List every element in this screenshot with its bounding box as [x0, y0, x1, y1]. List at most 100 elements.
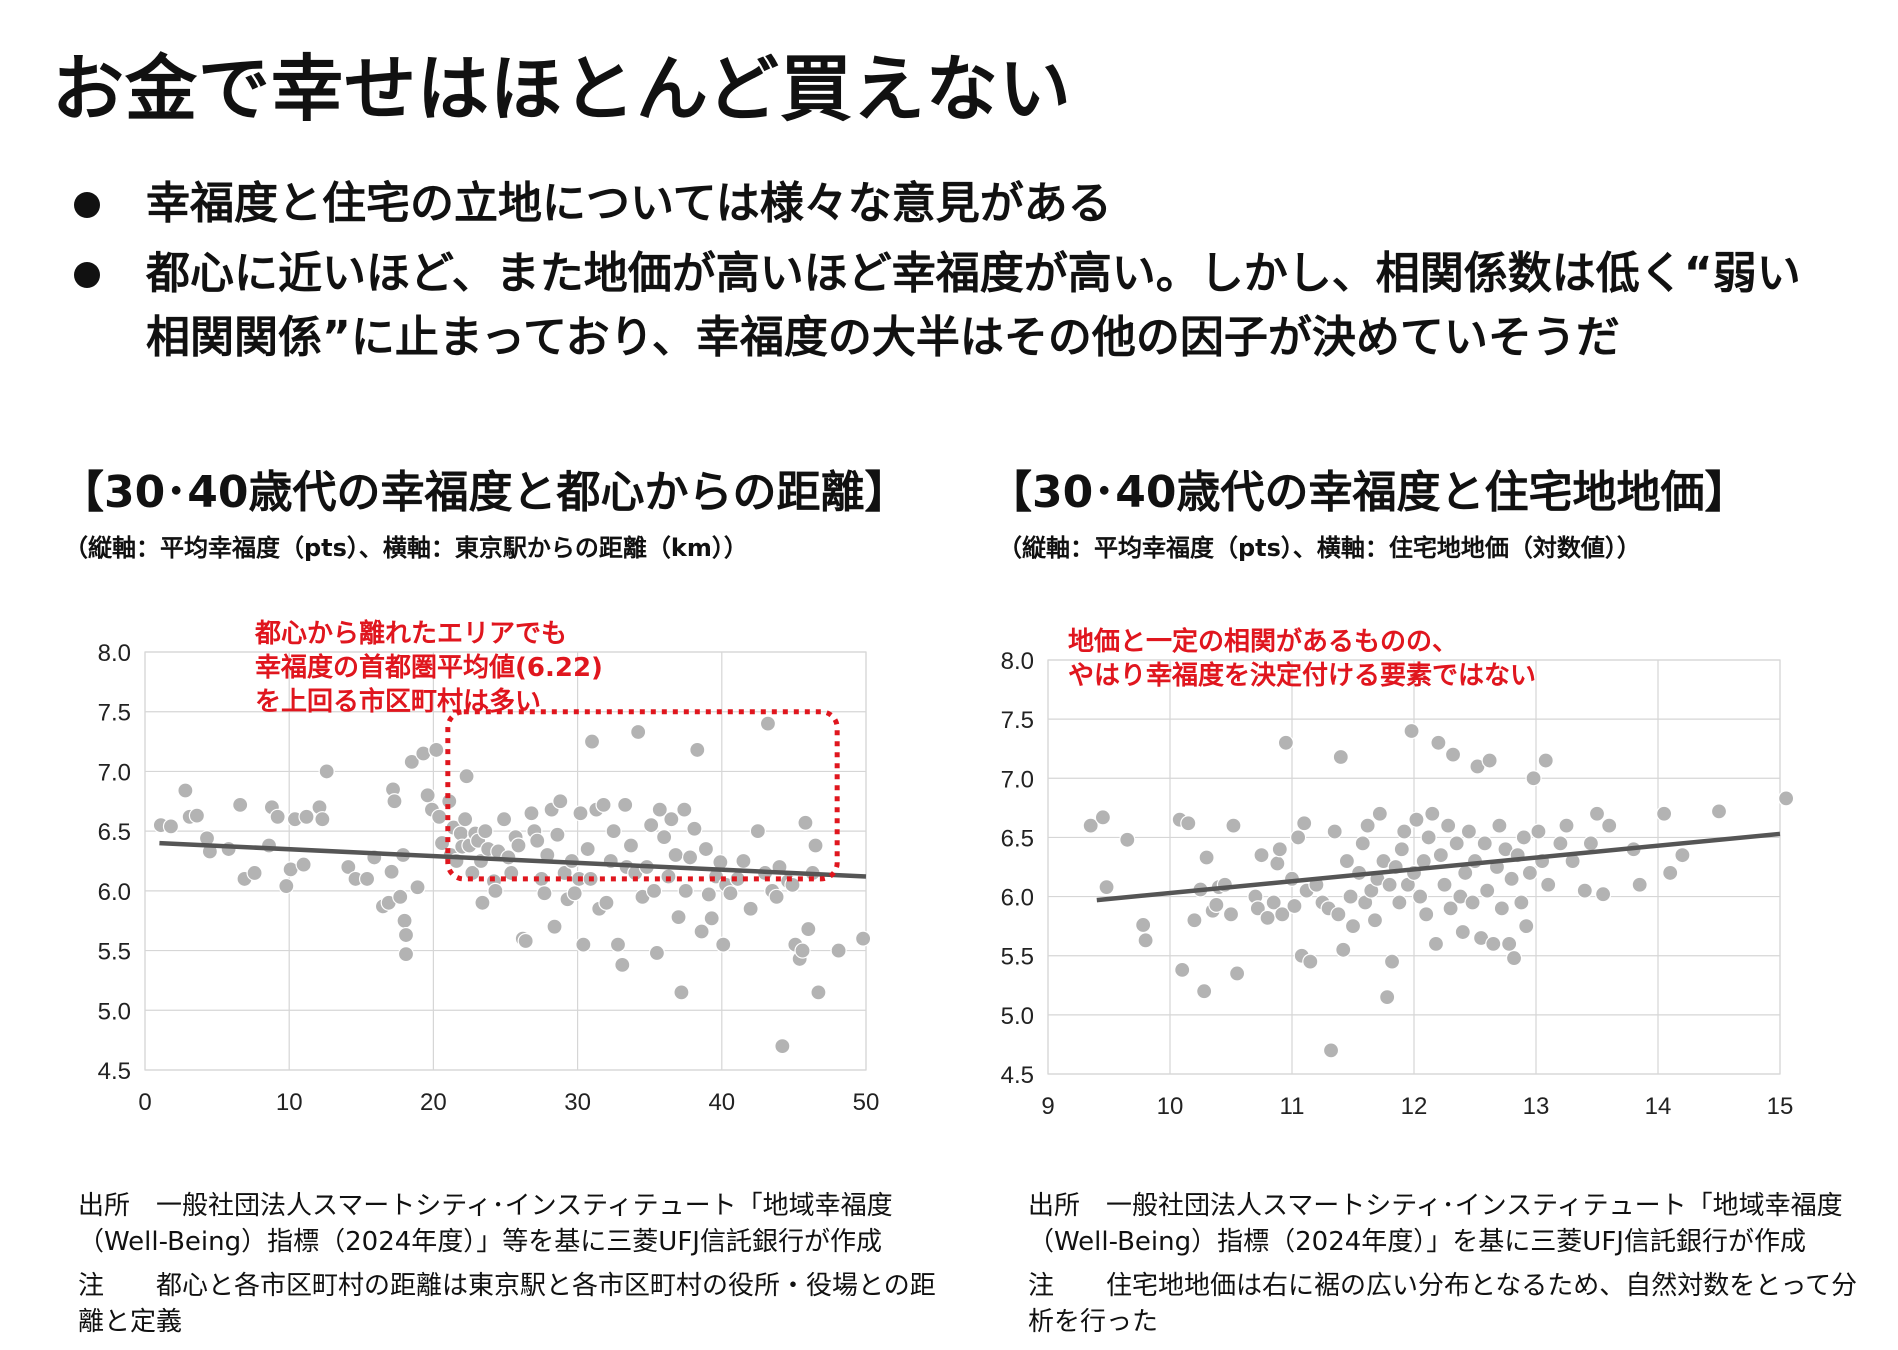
data-point: [358, 870, 376, 888]
data-point: [1464, 894, 1481, 911]
data-point: [807, 837, 824, 854]
data-point: [1135, 916, 1152, 934]
scatter-chart-distance: 4.5 5.0 5.5 6.0 6.5 7.0 7.5 8.0 0 10 20 30 40 50 都心から離…: [98, 618, 880, 1116]
bullet-item: 都心に近いほど、また地価が高いほど幸福度が高い。しかし、相関係数は低く“弱い相関…: [74, 242, 1834, 370]
data-point: [630, 723, 647, 741]
y-tick-label: 5.5: [1001, 944, 1034, 971]
data-point: [648, 944, 666, 962]
data-point: [656, 829, 673, 846]
data-point: [1302, 953, 1319, 970]
source-text: 一般社団法人スマートシティ･インスティテュート「地域幸福度（Well-Being…: [78, 1191, 893, 1257]
data-point: [614, 956, 631, 974]
x-tick-label: 13: [1523, 1093, 1550, 1120]
data-point: [495, 811, 513, 828]
data-point: [529, 832, 546, 849]
source-text: 一般社団法人スマートシティ･インスティテュート「地域幸福度（Well-Being…: [1028, 1191, 1843, 1257]
data-point: [1436, 876, 1453, 893]
data-point: [386, 793, 403, 810]
data-point: [1253, 847, 1270, 864]
data-point: [1444, 746, 1462, 763]
note-text: 都心と各市区町村の距離は東京駅と各市区町村の役所・役場との距離と定義: [78, 1271, 936, 1337]
data-point: [1137, 932, 1154, 949]
data-point: [1412, 888, 1429, 905]
data-point: [1391, 894, 1408, 911]
x-tick-label: 30: [564, 1089, 591, 1116]
data-point: [1098, 879, 1115, 896]
data-point: [1269, 855, 1286, 872]
data-point: [546, 918, 563, 935]
data-point: [1594, 886, 1612, 903]
data-point: [797, 814, 814, 831]
data-point: [622, 837, 640, 854]
data-point: [1259, 909, 1276, 926]
data-point: [1174, 961, 1191, 979]
data-point: [617, 796, 634, 813]
chart-title-distance: 【30･40歳代の幸福度と都心からの距離】: [60, 467, 909, 518]
data-point: [1662, 864, 1679, 882]
data-point: [246, 864, 263, 882]
data-point: [1393, 841, 1410, 858]
data-point: [1485, 935, 1502, 952]
data-point: [1479, 882, 1496, 899]
y-tick-label: 6.0: [1001, 885, 1034, 912]
data-point: [458, 768, 475, 785]
data-point: [220, 840, 237, 858]
data-point: [1296, 815, 1313, 832]
page-title: お金で幸せはほとんど買えない: [52, 47, 1072, 131]
data-point: [1432, 847, 1449, 864]
chart-annotation-line: 地価と一定の相関があるものの、: [1068, 626, 1458, 657]
x-tick-label: 12: [1401, 1093, 1428, 1120]
data-point: [232, 796, 249, 813]
data-point: [663, 811, 680, 828]
bullet-dot: [74, 262, 100, 288]
data-point: [722, 885, 739, 902]
y-tick-label: 6.5: [98, 819, 131, 846]
data-point: [686, 820, 703, 837]
data-point: [566, 885, 583, 902]
data-point: [1344, 918, 1362, 935]
data-point: [397, 926, 415, 944]
data-point: [487, 882, 504, 899]
data-point: [689, 741, 706, 759]
y-tick-label: 5.0: [98, 998, 131, 1025]
bullet-text: 都心に近いほど、また地価が高いほど幸福度が高い。しかし、相関係数は低く“弱い相関…: [146, 248, 1801, 363]
data-point: [340, 858, 357, 876]
data-point: [1430, 734, 1447, 751]
data-point: [759, 715, 777, 732]
data-point: [1403, 722, 1420, 740]
data-point: [693, 923, 710, 940]
data-point: [1515, 829, 1532, 846]
data-point: [1418, 906, 1435, 923]
data-point: [419, 787, 436, 804]
data-point: [162, 818, 180, 835]
chart-annotation-line: 幸福度の首都圏平均値(6.22): [255, 652, 603, 683]
data-point: [409, 879, 426, 896]
data-point: [742, 900, 759, 917]
data-point: [269, 808, 286, 825]
data-point: [800, 920, 817, 938]
data-point: [510, 837, 527, 854]
data-point: [1537, 752, 1554, 769]
data-point: [392, 888, 409, 905]
data-point: [605, 823, 622, 840]
data-point: [1476, 835, 1493, 852]
data-point: [1342, 888, 1359, 905]
x-tick-label: 40: [708, 1089, 735, 1116]
data-point: [774, 1038, 791, 1055]
data-point: [1354, 835, 1371, 852]
data-point: [735, 852, 752, 870]
bullet-dot: [74, 192, 100, 218]
data-point: [1501, 935, 1518, 952]
data-point: [673, 984, 690, 1001]
chart-annotation-line: やはり幸福度を決定付ける要素ではない: [1068, 660, 1536, 691]
data-point: [474, 894, 491, 911]
source-note-left: 出所 一般社団法人スマートシティ･インスティテュート「地域幸福度（Well-Bei…: [78, 1188, 958, 1348]
data-point: [318, 763, 335, 780]
data-point: [1277, 734, 1294, 751]
x-tick-label: 9: [1041, 1093, 1054, 1120]
data-point: [295, 856, 312, 873]
bullet-text: 幸福度と住宅の立地については様々な意見がある: [146, 178, 1112, 229]
trend-line: [1096, 831, 1781, 903]
data-point: [1552, 835, 1569, 852]
y-tick-label: 5.0: [1001, 1003, 1034, 1030]
